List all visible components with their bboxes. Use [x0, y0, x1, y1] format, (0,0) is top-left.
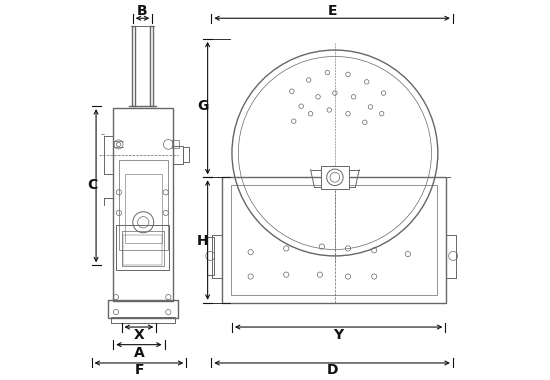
Text: Y: Y — [333, 328, 344, 342]
Bar — [116, 225, 169, 270]
Bar — [123, 234, 162, 264]
Bar — [222, 177, 447, 303]
Text: X: X — [134, 328, 145, 342]
Bar — [321, 166, 349, 188]
Text: F: F — [134, 363, 144, 377]
Bar — [173, 146, 183, 164]
Text: B: B — [137, 4, 148, 18]
Bar — [119, 160, 168, 250]
Bar — [183, 147, 189, 162]
Bar — [111, 317, 175, 323]
Text: G: G — [197, 99, 208, 113]
Bar — [231, 185, 437, 295]
Bar — [122, 231, 164, 266]
Bar — [113, 108, 173, 301]
Text: A: A — [134, 346, 145, 360]
Text: H: H — [197, 234, 208, 248]
Bar — [150, 26, 152, 106]
Text: C: C — [87, 178, 97, 192]
Text: E: E — [327, 4, 337, 18]
Text: D: D — [327, 363, 338, 377]
Bar — [124, 174, 162, 243]
Bar — [132, 26, 135, 106]
Bar — [172, 140, 179, 149]
Bar — [108, 300, 178, 318]
Bar — [207, 237, 213, 275]
